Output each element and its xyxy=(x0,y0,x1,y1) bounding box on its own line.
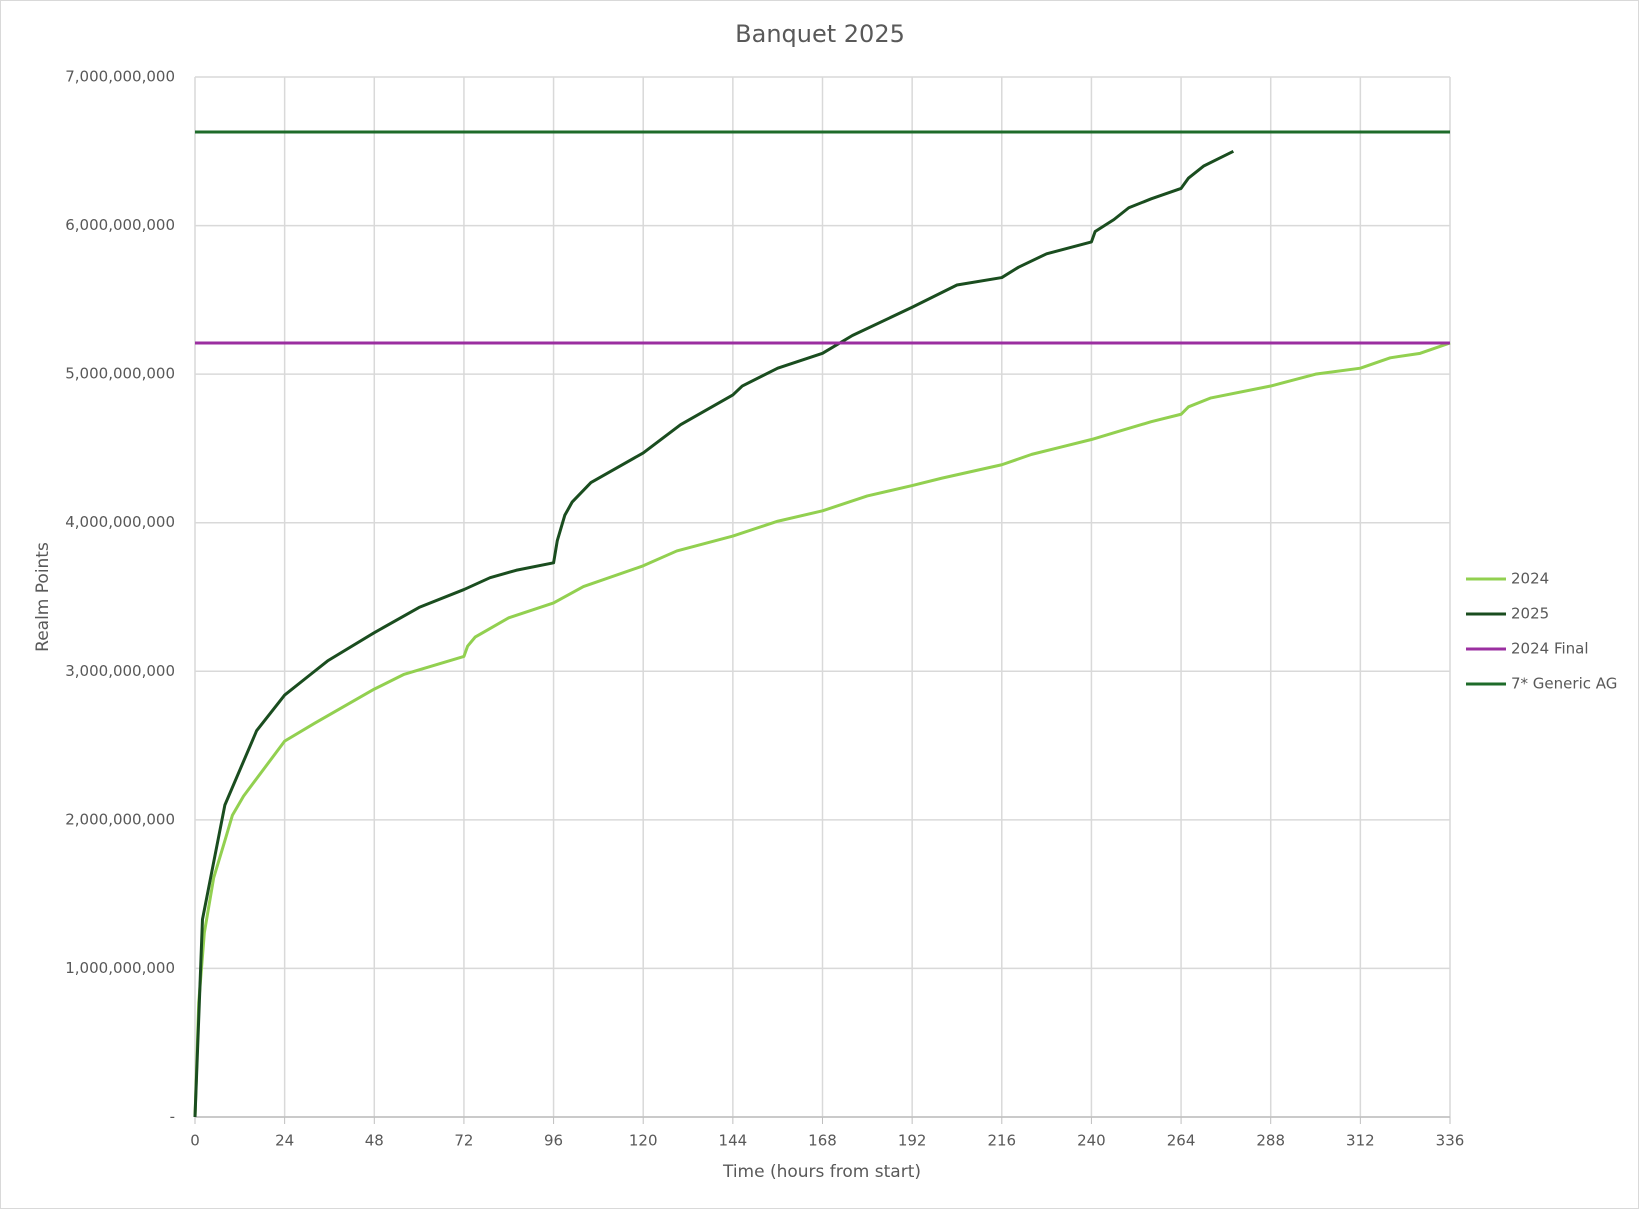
y-tick-label: 1,000,000,000 xyxy=(65,959,175,977)
x-tick-label: 192 xyxy=(898,1132,927,1150)
x-tick-label: 144 xyxy=(719,1132,748,1150)
x-tick-label: 120 xyxy=(629,1132,658,1150)
x-tick-label: 288 xyxy=(1256,1132,1285,1150)
y-tick-label: 2,000,000,000 xyxy=(65,810,175,828)
x-tick-label: 72 xyxy=(454,1132,473,1150)
legend-label: 2025 xyxy=(1511,605,1549,623)
y-axis-title: Realm Points xyxy=(33,542,53,652)
x-tick-label: 96 xyxy=(544,1132,563,1150)
y-tick-label: - xyxy=(170,1108,175,1126)
y-tick-label: 3,000,000,000 xyxy=(65,662,175,680)
x-axis-title: Time (hours from start) xyxy=(722,1162,921,1182)
y-tick-label: 7,000,000,000 xyxy=(65,68,175,86)
x-tick-label: 240 xyxy=(1077,1132,1106,1150)
legend-label: 2024 xyxy=(1511,570,1549,588)
x-tick-label: 24 xyxy=(275,1132,294,1150)
x-tick-label: 48 xyxy=(365,1132,384,1150)
y-tick-label: 4,000,000,000 xyxy=(65,513,175,531)
series-line xyxy=(193,341,1451,1118)
legend-label: 2024 Final xyxy=(1511,640,1589,658)
x-tick-label: 0 xyxy=(190,1132,200,1150)
y-tick-label: 5,000,000,000 xyxy=(65,365,175,383)
x-tick-label: 336 xyxy=(1436,1132,1465,1150)
x-tick-label: 216 xyxy=(987,1132,1016,1150)
y-tick-label: 6,000,000,000 xyxy=(65,216,175,234)
series-line xyxy=(193,149,1235,1118)
x-tick-label: 264 xyxy=(1167,1132,1196,1150)
chart-title: Banquet 2025 xyxy=(735,20,905,48)
x-tick-label: 168 xyxy=(808,1132,837,1150)
legend-label: 7* Generic AG xyxy=(1511,675,1617,693)
x-tick-label: 312 xyxy=(1346,1132,1375,1150)
